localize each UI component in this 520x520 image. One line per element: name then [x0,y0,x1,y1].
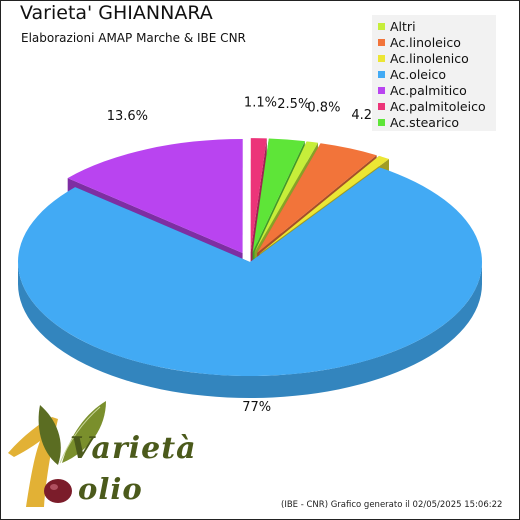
pie-slice [67,138,243,253]
chart-subtitle: Elaborazioni AMAP Marche & IBE CNR [21,31,246,45]
varieta-olio-logo [8,401,106,507]
legend-label: Ac.palmitoleico [390,99,486,114]
logo-olive-highlight [50,484,58,490]
chart-title: Varieta' GHIANNARA [20,2,213,24]
logo-leaf-left [38,405,61,465]
legend-item: Ac.palmitico [378,83,467,99]
legend-item: Ac.oleico [378,67,446,83]
legend-item: Ac.linolenico [378,51,469,67]
legend-label: Ac.linoleico [390,35,461,50]
pie-tops [18,138,483,377]
logo-word-olio: olio [78,472,143,506]
pie-slice [252,138,305,253]
pie-slice [259,155,389,254]
legend-swatch [378,55,385,62]
logo-leaf-right [62,401,106,463]
legend-item: Ac.stearico [378,115,459,131]
pie-data-label: 0.8% [307,100,340,115]
legend: Altri Ac.linoleico Ac.linolenico Ac.oleico A… [372,15,496,131]
logo-olive [44,479,72,503]
legend-swatch [378,87,385,94]
legend-swatch [378,39,385,46]
chart-footer: (IBE - CNR) Grafico generato il 02/05/20… [281,500,503,510]
legend-label: Ac.palmitico [390,83,467,98]
legend-item: Ac.palmitoleico [378,99,486,115]
pie-data-label: 77% [242,400,271,415]
legend-swatch [378,119,385,126]
logo-leaf-vein [59,406,101,464]
pie-slice [254,141,318,253]
pie-slice [18,167,483,377]
pie-data-label: 1.1% [244,96,277,111]
pie-slice-side [18,262,482,398]
legend-swatch [378,23,385,30]
legend-swatch [378,71,385,78]
pie-slice [250,138,267,253]
legend-item: Ac.linoleico [378,35,461,51]
legend-label: Ac.stearico [390,115,460,130]
legend-swatch [378,103,385,110]
pie-data-label: 2.5% [277,97,310,112]
logo-word-varieta: Varietà [70,431,197,466]
pie-data-label: 13.6% [107,109,148,124]
legend-item: Altri [378,19,416,35]
legend-label: Altri [390,19,416,34]
legend-label: Ac.linolenico [390,51,469,66]
legend-label: Ac.oleico [390,67,446,82]
pie-slice [257,143,377,253]
